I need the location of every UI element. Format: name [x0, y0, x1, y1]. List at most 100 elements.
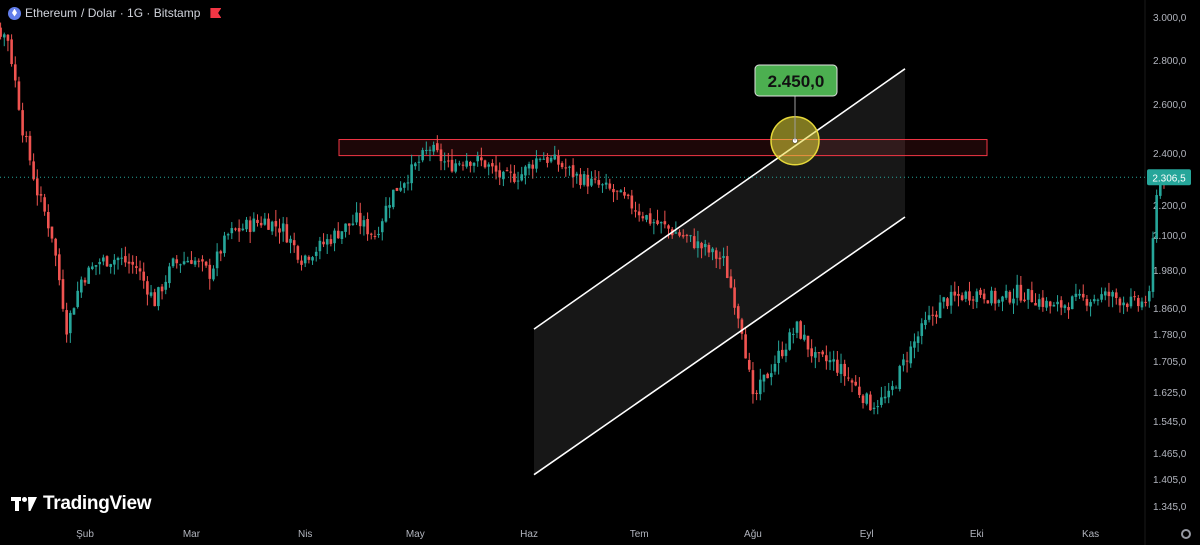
- candle-body: [630, 195, 634, 209]
- candle-body: [443, 161, 446, 163]
- candle-body: [494, 165, 498, 172]
- candle-body: [43, 197, 46, 212]
- candle-body: [817, 352, 821, 354]
- candle-body: [208, 264, 212, 279]
- x-tick-label: Mar: [183, 529, 201, 540]
- candle-body: [964, 291, 968, 299]
- candle-body: [113, 259, 116, 265]
- candle-body: [35, 178, 39, 196]
- candle-body: [94, 265, 98, 267]
- candle-body: [626, 194, 630, 196]
- candle-body: [769, 373, 773, 378]
- candle-body: [175, 259, 179, 264]
- candle-body: [718, 257, 722, 260]
- candle-body: [781, 349, 784, 357]
- candle-body: [256, 219, 259, 223]
- candle-body: [1096, 299, 1100, 301]
- candle-body: [1001, 296, 1004, 302]
- candle-body: [865, 393, 869, 404]
- candle-body: [219, 251, 223, 254]
- candle-body: [520, 174, 524, 181]
- candle-body: [417, 161, 421, 163]
- candle-body: [80, 279, 83, 293]
- candle-body: [314, 251, 318, 256]
- candle-body: [39, 194, 43, 196]
- candle-body: [590, 178, 593, 186]
- candle-body: [447, 160, 450, 162]
- candle-body: [1045, 300, 1048, 308]
- candle-body: [535, 158, 538, 169]
- candle-body: [153, 292, 157, 307]
- candle-body: [1041, 297, 1045, 307]
- candle-body: [28, 135, 32, 161]
- candle-body: [1048, 301, 1052, 307]
- settings-gear-icon[interactable]: [1181, 529, 1191, 539]
- candle-body: [1114, 292, 1118, 299]
- candle-body: [252, 218, 256, 232]
- candle-body: [505, 170, 509, 172]
- candle-body: [146, 281, 149, 295]
- candle-body: [953, 291, 957, 296]
- y-tick-label: 1.980,0: [1153, 266, 1187, 277]
- resistance-zone[interactable]: [338, 139, 988, 157]
- candle-body: [10, 39, 13, 65]
- candle-body: [913, 341, 916, 348]
- candle-body: [810, 348, 813, 357]
- symbol-header[interactable]: Ethereum / Dolar · 1G · Bitstamp: [8, 5, 222, 21]
- candle-body: [190, 260, 193, 264]
- candle-body: [102, 257, 105, 262]
- symbol-name: Ethereum: [25, 6, 78, 20]
- candle-body: [325, 239, 329, 245]
- channel-upper-line[interactable]: [533, 68, 906, 330]
- candle-body: [498, 170, 502, 178]
- y-tick-label: 1.625,0: [1153, 388, 1187, 399]
- candle-body: [513, 173, 516, 182]
- candle-body: [557, 155, 560, 165]
- candle-body: [83, 280, 87, 283]
- y-tick-label: 1.345,0: [1153, 502, 1187, 513]
- tradingview-logo[interactable]: TradingView: [11, 493, 152, 515]
- candle-body: [436, 143, 439, 151]
- candle-body: [975, 291, 979, 302]
- candle-body: [949, 291, 953, 306]
- candle-body: [1026, 288, 1030, 300]
- candle-body: [414, 163, 417, 167]
- callout-box[interactable]: [754, 64, 838, 97]
- candle-body: [1070, 296, 1074, 310]
- y-tick-label: 2.200,0: [1153, 201, 1187, 212]
- candle-body: [54, 238, 57, 256]
- candle-body: [281, 223, 285, 232]
- x-tick-label: Şub: [76, 529, 94, 540]
- candle-body: [425, 149, 428, 151]
- candle-body: [138, 268, 142, 272]
- candle-body: [898, 366, 902, 389]
- candle-body: [843, 363, 846, 377]
- candle-body: [968, 291, 971, 301]
- candle-body: [278, 228, 281, 233]
- candle-body: [586, 174, 590, 187]
- flag-icon[interactable]: [210, 8, 222, 18]
- candle-body: [476, 156, 479, 162]
- candle-body: [880, 397, 883, 405]
- candle-body: [1037, 299, 1041, 307]
- candle-body: [50, 226, 54, 239]
- y-tick-label: 3.000,0: [1153, 13, 1187, 24]
- candle-body: [828, 360, 832, 363]
- candle-body: [902, 359, 905, 366]
- candle-body: [674, 232, 678, 234]
- candle-body: [553, 154, 557, 160]
- candle-body: [1023, 299, 1026, 302]
- candle-body: [538, 158, 542, 160]
- candle-body: [1122, 302, 1125, 306]
- candle-body: [480, 157, 483, 161]
- x-tick-label: Eyl: [860, 529, 874, 540]
- candle-body: [931, 314, 935, 316]
- channel-lower-line[interactable]: [533, 216, 906, 476]
- candle-body: [61, 279, 65, 309]
- candle-body: [1111, 292, 1114, 297]
- candle-body: [652, 222, 656, 224]
- candle-body: [872, 407, 876, 409]
- candle-body: [76, 290, 79, 307]
- candle-body: [634, 210, 637, 212]
